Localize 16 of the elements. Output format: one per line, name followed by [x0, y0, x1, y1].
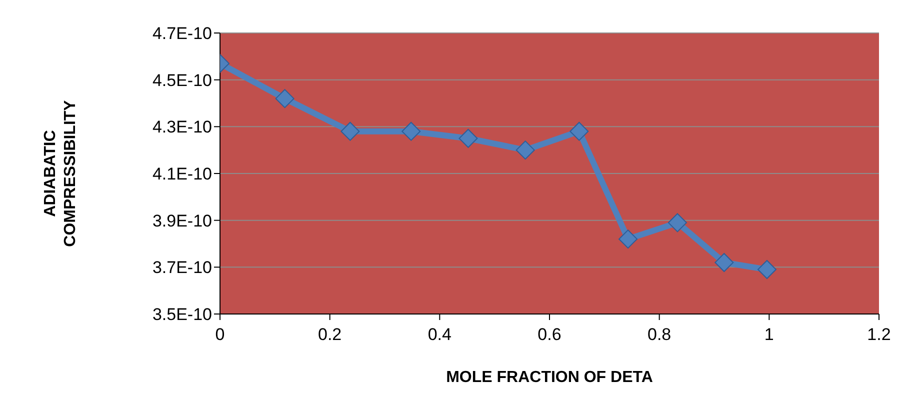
y-tick-label: 4.5E-10 [152, 70, 212, 90]
x-tick-label: 0 [215, 325, 225, 344]
x-tick-label: 0.8 [648, 325, 672, 344]
x-tick-label: 0.4 [428, 325, 452, 344]
y-tick-label: 4.1E-10 [152, 164, 212, 184]
x-axis-title: MOLE FRACTION OF DETA [446, 369, 654, 386]
x-tick-label: 1 [764, 325, 774, 344]
y-tick-label: 3.7E-10 [152, 258, 212, 278]
y-tick-label: 4.7E-10 [152, 24, 212, 44]
y-tick-label: 3.5E-10 [152, 305, 212, 324]
y-axis-title: ADIABATIC COMPRESSIBILITY [42, 100, 79, 247]
y-tick-label: 3.9E-10 [152, 211, 212, 230]
x-tick-label: 0.6 [538, 325, 562, 344]
x-tick-label: 1.2 [867, 325, 891, 344]
x-tick-label: 0.2 [318, 325, 342, 344]
y-tick-label: 4.3E-10 [152, 118, 212, 137]
